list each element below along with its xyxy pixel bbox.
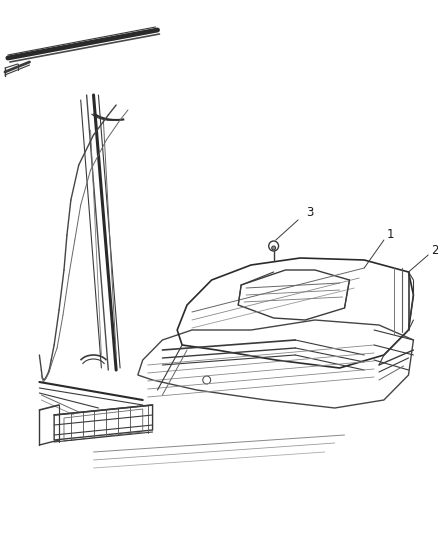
Text: 3: 3 xyxy=(307,206,314,220)
Text: 2: 2 xyxy=(431,244,438,256)
Circle shape xyxy=(272,246,276,250)
Text: 1: 1 xyxy=(387,228,395,240)
